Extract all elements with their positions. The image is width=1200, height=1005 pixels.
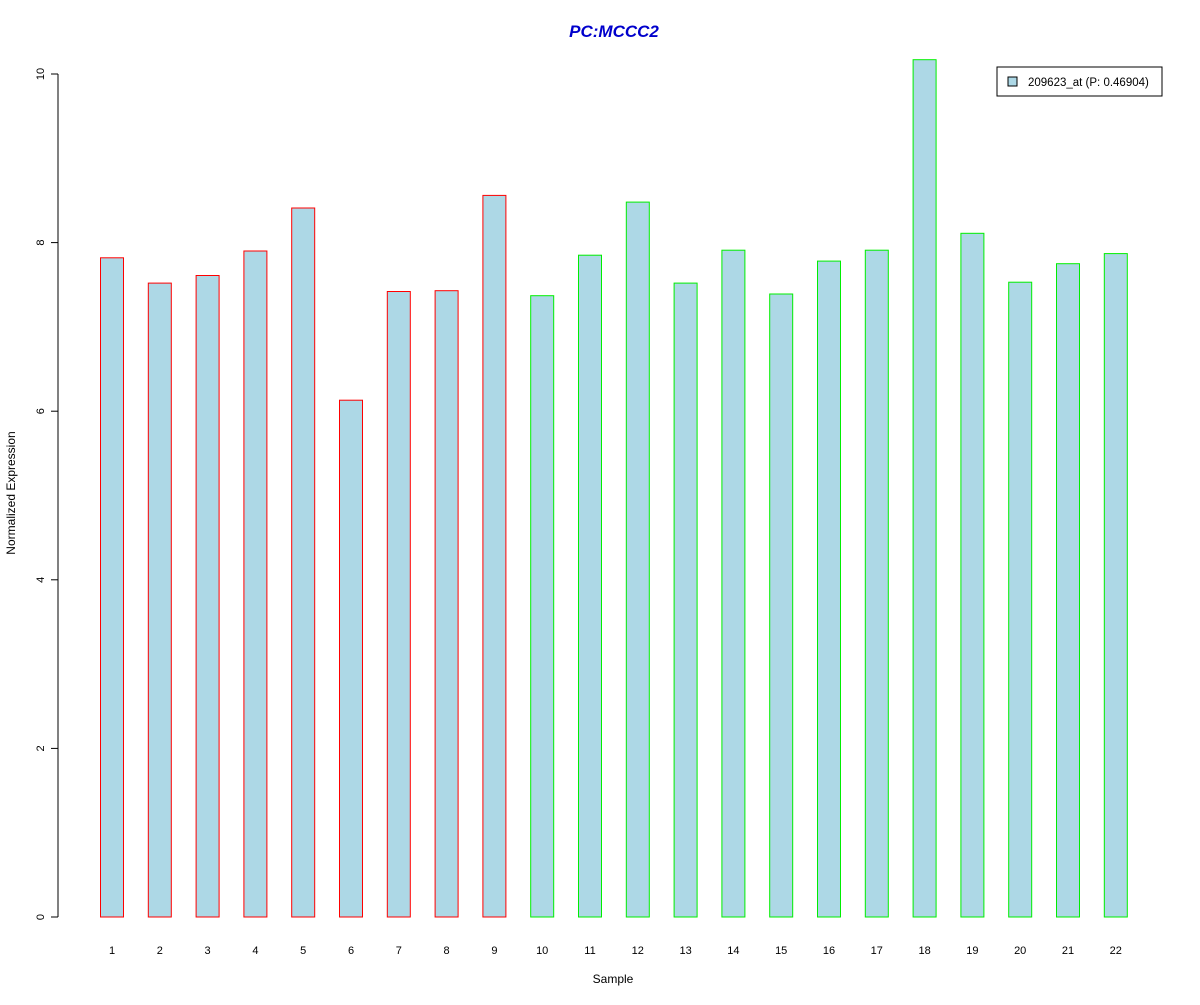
- y-axis-tick-label: 4: [35, 577, 47, 583]
- x-axis-tick-label: 13: [679, 945, 691, 957]
- y-axis-tick-label: 0: [35, 914, 47, 920]
- x-axis-tick-label: 14: [727, 945, 739, 957]
- x-axis-tick-label: 10: [536, 945, 548, 957]
- bar-sample-18: [912, 59, 937, 918]
- x-axis-tick-label: 19: [966, 945, 978, 957]
- y-axis-tick-label: 6: [35, 408, 47, 414]
- bar-sample-6: [339, 399, 363, 918]
- bar-sample-5: [291, 207, 316, 918]
- x-axis-tick-label: 17: [871, 945, 883, 957]
- x-axis-tick-label: 21: [1062, 945, 1074, 957]
- bar-sample-11: [578, 254, 602, 918]
- bar-sample-3: [195, 275, 220, 918]
- bar-sample-16: [817, 260, 841, 918]
- y-axis: 0 2 4 6 8 10: [35, 68, 59, 920]
- bar-sample-9: [482, 194, 507, 918]
- bar-sample-19: [960, 232, 985, 918]
- x-axis-tick-label: 18: [918, 945, 930, 957]
- x-axis-tick-label: 6: [348, 945, 354, 957]
- bar-sample-22: [1103, 253, 1128, 918]
- legend-label: 209623_at (P: 0.46904): [1028, 77, 1149, 89]
- y-axis-tick-label: 2: [35, 745, 47, 751]
- legend-swatch: [1007, 76, 1018, 87]
- bar-sample-10: [530, 295, 555, 918]
- bar-sample-14: [721, 249, 746, 918]
- x-axis-tick-label: 8: [444, 945, 450, 957]
- bar-sample-20: [1008, 281, 1033, 918]
- x-axis-tick-labels: 1 2 3 4 5 6 7 8 9 10 11 12 13 14 15 16 17 18 19 20 21 22: [109, 945, 1122, 957]
- x-axis-tick-label: 12: [632, 945, 644, 957]
- x-axis-tick-label: 22: [1110, 945, 1122, 957]
- bar-sample-2: [147, 282, 172, 918]
- x-axis-tick-label: 2: [157, 945, 163, 957]
- x-axis-tick-label: 20: [1014, 945, 1026, 957]
- x-axis-tick-label: 3: [205, 945, 211, 957]
- y-axis-tick-label: 8: [35, 240, 47, 246]
- x-axis-tick-label: 5: [300, 945, 306, 957]
- bar-series: [100, 59, 1128, 918]
- legend: 209623_at (P: 0.46904): [996, 66, 1163, 97]
- x-axis-tick-label: 1: [109, 945, 115, 957]
- y-axis-tick-label: 10: [35, 68, 47, 80]
- chart-title: PC:MCCC2: [569, 22, 659, 41]
- x-axis-tick-label: 9: [491, 945, 497, 957]
- x-axis-label: Sample: [593, 972, 634, 986]
- bar-sample-4: [243, 250, 268, 918]
- legend-box: [996, 66, 1163, 97]
- x-axis-tick-label: 7: [396, 945, 402, 957]
- bar-sample-7: [386, 291, 411, 918]
- bar-sample-13: [673, 282, 698, 918]
- bar-sample-17: [864, 249, 889, 918]
- bar-sample-15: [769, 293, 794, 918]
- bar-sample-1: [100, 257, 124, 918]
- bar-sample-8: [434, 290, 459, 918]
- x-axis-tick-label: 16: [823, 945, 835, 957]
- bar-sample-12: [625, 201, 650, 918]
- x-axis-tick-label: 4: [252, 945, 258, 957]
- x-axis-tick-label: 15: [775, 945, 787, 957]
- x-axis-tick-label: 11: [584, 945, 595, 957]
- y-axis-label: Normalized Expression: [4, 431, 18, 554]
- bar-sample-21: [1056, 263, 1080, 918]
